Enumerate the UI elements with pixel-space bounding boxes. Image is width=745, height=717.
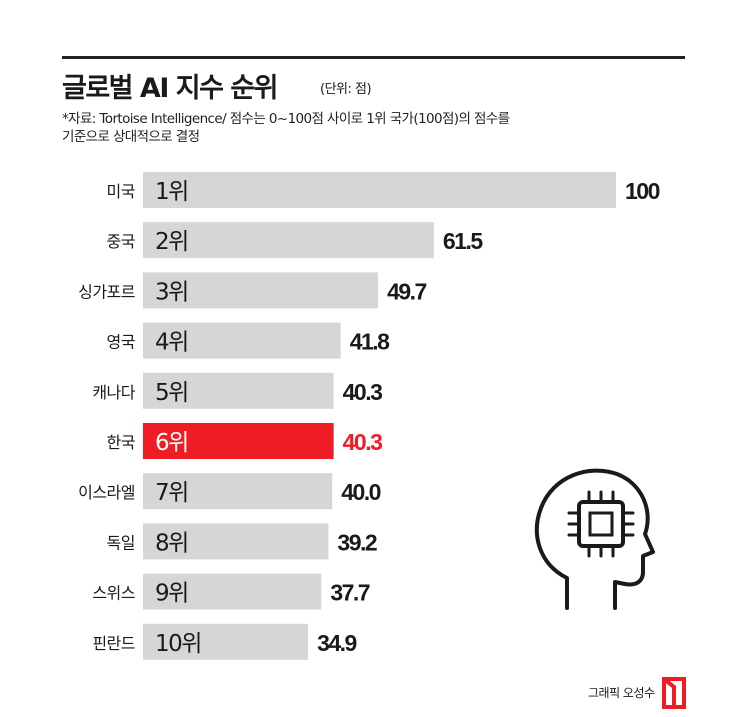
value-label: 40.3 <box>343 379 382 405</box>
rank-label: 1위 <box>155 179 188 205</box>
category-label: 중국 <box>107 232 135 251</box>
bar-7 <box>143 473 333 510</box>
rank-label: 5위 <box>155 380 188 406</box>
category-label: 핀란드 <box>92 634 135 653</box>
bar-8 <box>143 523 329 560</box>
value-label: 40.0 <box>341 479 380 505</box>
publisher-logo-icon <box>662 677 686 709</box>
bar-3 <box>143 272 379 309</box>
bar-9 <box>143 573 322 610</box>
source-line-1: *자료: Tortoise Intelligence/ 점수는 0~100점 사… <box>62 111 510 127</box>
rank-label: 2위 <box>155 229 188 255</box>
head-with-chip-icon <box>534 468 655 610</box>
value-label: 100 <box>625 178 660 204</box>
rank-label: 7위 <box>155 480 188 506</box>
value-label: 49.7 <box>387 278 426 304</box>
rank-label: 10위 <box>155 631 201 657</box>
value-label: 40.3 <box>343 429 382 455</box>
category-label: 캐나다 <box>92 383 135 402</box>
category-label: 미국 <box>107 182 135 201</box>
value-label: 41.8 <box>350 329 390 355</box>
bar-5 <box>143 372 334 409</box>
value-label: 37.7 <box>330 580 369 606</box>
rank-label: 4위 <box>155 330 188 356</box>
value-label: 34.9 <box>317 630 356 656</box>
category-label: 독일 <box>107 533 135 552</box>
bar-4 <box>143 322 341 359</box>
rank-label: 8위 <box>155 530 188 556</box>
chart-title: 글로벌 AI 지수 순위 <box>62 73 279 104</box>
value-label: 39.2 <box>337 529 376 555</box>
category-label: 이스라엘 <box>78 483 135 502</box>
rank-label: 3위 <box>155 279 188 305</box>
bar-2 <box>143 222 434 259</box>
category-label: 한국 <box>107 433 135 452</box>
category-label: 스위스 <box>92 584 135 603</box>
source-note: *자료: Tortoise Intelligence/ 점수는 0~100점 사… <box>62 110 682 146</box>
bar-1 <box>143 172 616 208</box>
graphic-credit: 그래픽 오성수 <box>588 686 655 700</box>
top-rule <box>62 56 685 59</box>
rank-label: 9위 <box>155 581 188 607</box>
unit-note: (단위: 점) <box>320 82 372 97</box>
category-label: 영국 <box>107 333 135 352</box>
rank-label: 6위 <box>155 430 188 456</box>
bar-10 <box>143 623 309 660</box>
value-label: 61.5 <box>443 228 483 254</box>
bar-6 <box>143 423 334 459</box>
source-line-2: 기준으로 상대적으로 결정 <box>62 129 200 145</box>
category-label: 싱가포르 <box>78 282 135 301</box>
